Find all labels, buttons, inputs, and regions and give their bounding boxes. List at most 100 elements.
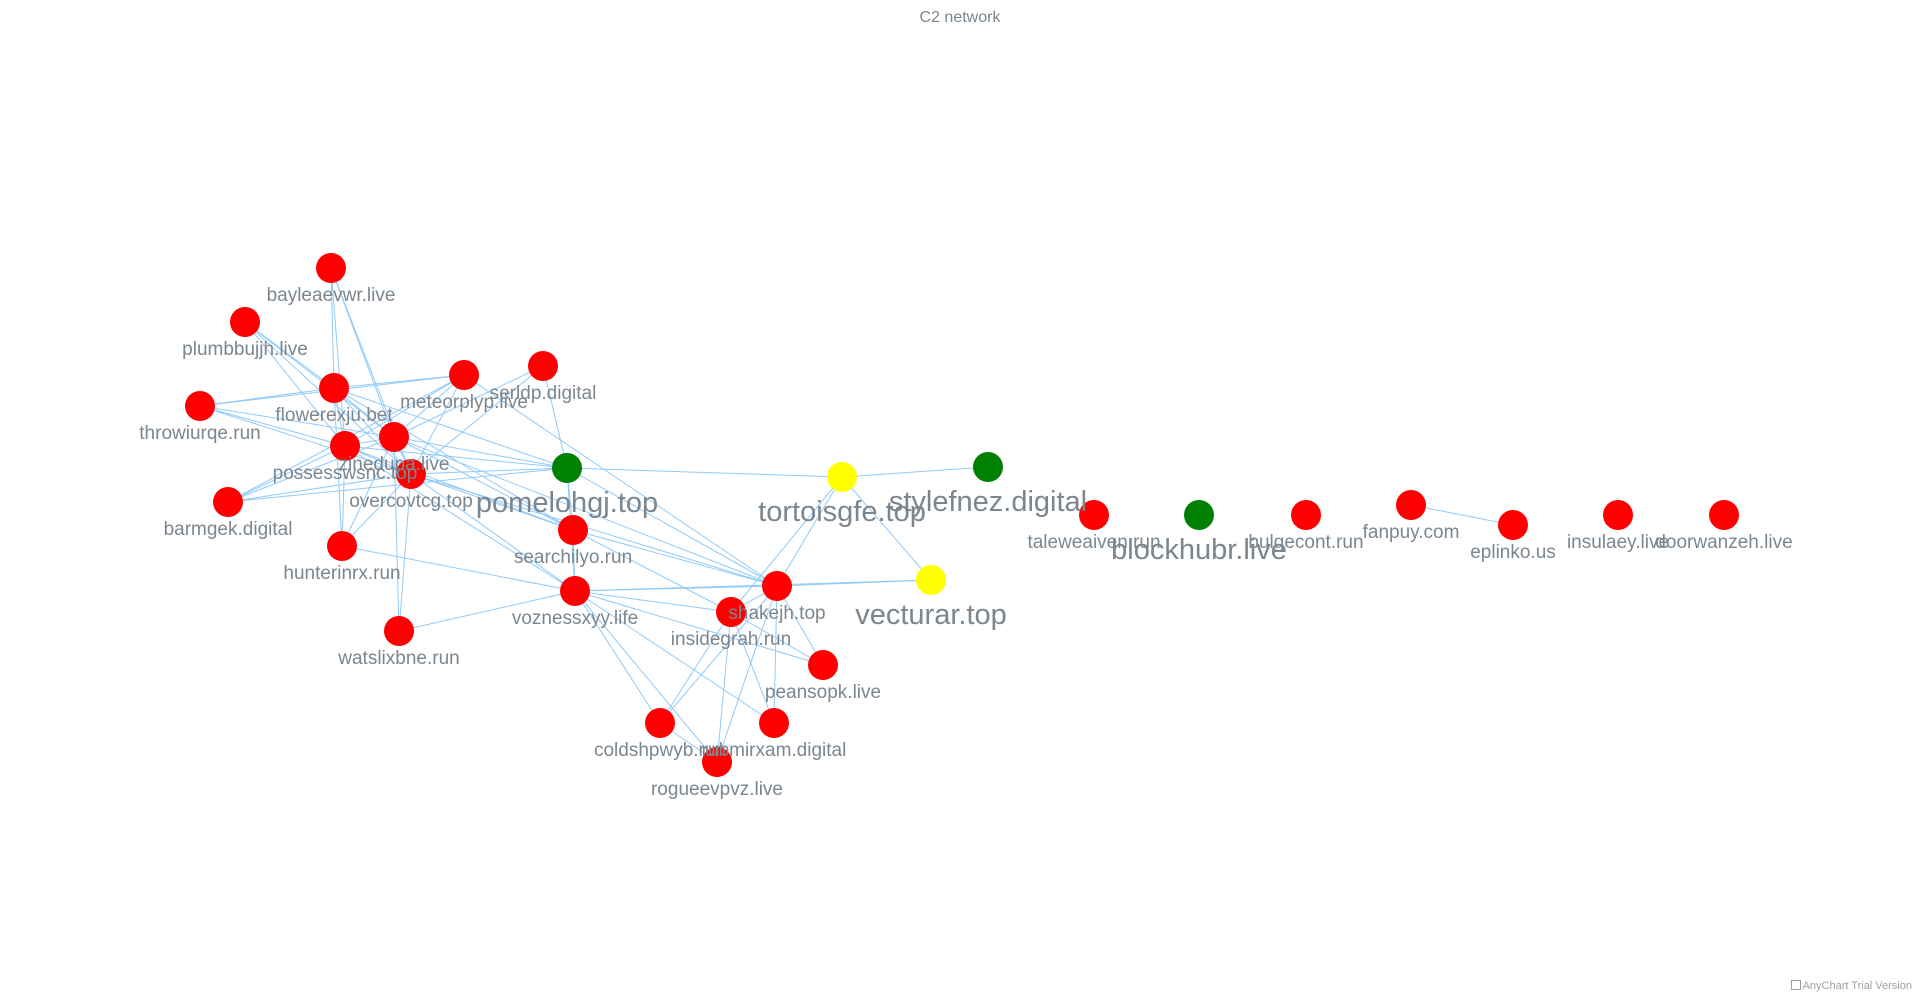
node-label-stylefnez-digital: stylefnez.digital xyxy=(889,486,1087,518)
node-plumbbujjh-live[interactable] xyxy=(230,307,260,337)
node-label-plumbbujjh-live: plumbbujjh.live xyxy=(182,339,308,360)
node-stylefnez-digital[interactable] xyxy=(973,452,1003,482)
edge-shakejh-top-to-rubmirxam-digital xyxy=(773,585,778,724)
edge-shakejh-top-to-vecturar-top xyxy=(776,579,932,587)
node-coldshpwyb-run[interactable] xyxy=(645,708,675,738)
edge-overcovtcg-top-to-pomelohgj-top xyxy=(410,467,568,475)
node-label-bayleaevwr-live: bayleaevwr.live xyxy=(267,285,396,306)
label-layer: bayleaevwr.live plumbbujjh.live flowerexju… xyxy=(139,285,1792,800)
edge-voznessxyy-life-to-peansopk-live xyxy=(574,590,824,666)
node-label-bulgecont-run: bulgecont.run xyxy=(1248,532,1363,553)
node-label-meteorplyp-live: meteorplyp.live xyxy=(400,392,528,413)
node-shakejh-top[interactable] xyxy=(762,571,792,601)
node-overcovtcg-top[interactable] xyxy=(396,459,426,489)
edge-pomelohgj-top-to-shakejh-top xyxy=(566,467,778,587)
node-label-throwiurqe-run: throwiurqe.run xyxy=(139,423,260,444)
node-vecturar-top[interactable] xyxy=(916,565,946,595)
credits-text: AnyChart Trial Version xyxy=(1802,980,1912,992)
edge-serldp-digital-to-pomelohgj-top xyxy=(542,365,568,469)
edge-plumbbujjh-live-to-zinedupa-live xyxy=(244,321,395,438)
node-meteorplyp-live[interactable] xyxy=(449,360,479,390)
node-blockhubr-live[interactable] xyxy=(1184,500,1214,530)
edge-meteorplyp-live-to-possesswsnc-top xyxy=(344,374,465,447)
edge-searchilyo-run-to-shakejh-top xyxy=(572,529,778,587)
edge-hunterinrx-run-to-voznessxyy-life xyxy=(341,545,576,592)
edge-plumbbujjh-live-to-possesswsnc-top xyxy=(244,321,346,447)
chart-title: C2 network xyxy=(919,9,1001,26)
node-label-hunterinrx-run: hunterinrx.run xyxy=(283,563,400,584)
node-label-possesswsnc-top: possesswsnc.top xyxy=(273,463,418,484)
node-label-coldshpwyb-run: coldshpwyb.run xyxy=(594,740,726,761)
edge-insidegrah-run-to-rubmirxam-digital xyxy=(730,611,775,724)
node-watslixbne-run[interactable] xyxy=(384,616,414,646)
edge-overcovtcg-top-to-shakejh-top xyxy=(410,473,778,587)
node-possesswsnc-top[interactable] xyxy=(330,431,360,461)
edge-tortoisgfe-top-to-shakejh-top xyxy=(776,476,843,587)
edge-voznessxyy-life-to-coldshpwyb-run xyxy=(574,590,661,724)
node-label-voznessxyy-life: voznessxyy.life xyxy=(512,608,638,629)
edge-tortoisgfe-top-to-vecturar-top xyxy=(841,476,932,581)
edge-bayleaevwr-live-to-flowerexju-bet xyxy=(330,267,335,389)
edge-overcovtcg-top-to-watslixbne-run xyxy=(398,473,412,632)
edge-zinedupa-live-to-shakejh-top xyxy=(393,436,778,587)
edge-zinedupa-live-to-barmgek-digital xyxy=(227,436,395,503)
edge-voznessxyy-life-to-rogueevpvz-live xyxy=(574,590,718,763)
edge-insidegrah-run-to-peansopk-live xyxy=(730,611,824,666)
edge-throwiurqe-run-to-zinedupa-live xyxy=(199,405,395,438)
node-insulaey-live[interactable] xyxy=(1603,500,1633,530)
node-taleweaiven-run[interactable] xyxy=(1079,500,1109,530)
node-label-watslixbne-run: watslixbne.run xyxy=(337,648,459,669)
node-label-rubmirxam-digital: rubmirxam.digital xyxy=(702,740,847,761)
node-label-overcovtcg-top: overcovtcg.top xyxy=(349,491,473,512)
node-barmgek-digital[interactable] xyxy=(213,487,243,517)
edge-tortoisgfe-top-to-insidegrah-run xyxy=(730,476,843,613)
node-label-pomelohgj-top: pomelohgj.top xyxy=(476,487,658,519)
edge-throwiurqe-run-to-overcovtcg-top xyxy=(199,405,412,475)
node-throwiurqe-run[interactable] xyxy=(185,391,215,421)
node-fanpuy-com[interactable] xyxy=(1396,490,1426,520)
node-searchilyo-run[interactable] xyxy=(558,515,588,545)
chart-icon xyxy=(1790,980,1801,990)
edge-overcovtcg-top-to-searchilyo-run xyxy=(410,473,574,531)
edge-overcovtcg-top-to-barmgek-digital xyxy=(227,473,412,503)
node-label-taleweaiven-run: taleweaiven.run xyxy=(1027,532,1160,553)
edge-throwiurqe-run-to-possesswsnc-top xyxy=(199,405,346,447)
edge-pomelohgj-top-to-tortoisgfe-top xyxy=(566,467,843,478)
edge-insidegrah-run-to-rogueevpvz-live xyxy=(716,611,732,763)
credits[interactable]: AnyChart Trial Version xyxy=(1790,980,1912,992)
edge-shakejh-top-to-rogueevpvz-live xyxy=(716,585,778,763)
node-bayleaevwr-live[interactable] xyxy=(316,253,346,283)
node-pomelohgj-top[interactable] xyxy=(552,453,582,483)
node-zinedupa-live[interactable] xyxy=(379,422,409,452)
node-insidegrah-run[interactable] xyxy=(716,597,746,627)
node-layer xyxy=(185,253,1739,777)
node-label-vecturar-top: vecturar.top xyxy=(855,599,1007,631)
edge-zinedupa-live-to-watslixbne-run xyxy=(393,436,400,632)
node-eplinko-us[interactable] xyxy=(1498,510,1528,540)
node-label-rogueevpvz-live: rogueevpvz.live xyxy=(651,779,783,800)
node-flowerexju-bet[interactable] xyxy=(319,373,349,403)
node-bulgecont-run[interactable] xyxy=(1291,500,1321,530)
node-voznessxyy-life[interactable] xyxy=(560,576,590,606)
edge-searchilyo-run-to-insidegrah-run xyxy=(572,529,732,613)
edge-overcovtcg-top-to-voznessxyy-life xyxy=(410,473,576,592)
node-tortoisgfe-top[interactable] xyxy=(827,462,857,492)
node-label-zinedupa-live: zinedupa.live xyxy=(339,454,450,475)
node-hunterinrx-run[interactable] xyxy=(327,531,357,561)
node-rogueevpvz-live[interactable] xyxy=(702,747,732,777)
node-serldp-digital[interactable] xyxy=(528,351,558,381)
edge-possesswsnc-top-to-pomelohgj-top xyxy=(344,445,568,469)
edge-voznessxyy-life-to-rubmirxam-digital xyxy=(574,590,775,724)
edge-barmgek-digital-to-pomelohgj-top xyxy=(227,467,568,503)
edge-meteorplyp-live-to-zinedupa-live xyxy=(393,374,465,438)
edge-flowerexju-bet-to-searchilyo-run xyxy=(333,387,574,531)
edge-shakejh-top-to-coldshpwyb-run xyxy=(659,585,778,724)
edge-flowerexju-bet-to-overcovtcg-top xyxy=(333,387,412,475)
node-peansopk-live[interactable] xyxy=(808,650,838,680)
node-label-eplinko-us: eplinko.us xyxy=(1470,542,1556,563)
edge-possesswsnc-top-to-hunterinrx-run xyxy=(341,445,346,547)
node-doorwanzeh-live[interactable] xyxy=(1709,500,1739,530)
edge-flowerexju-bet-to-hunterinrx-run xyxy=(333,387,343,547)
node-rubmirxam-digital[interactable] xyxy=(759,708,789,738)
